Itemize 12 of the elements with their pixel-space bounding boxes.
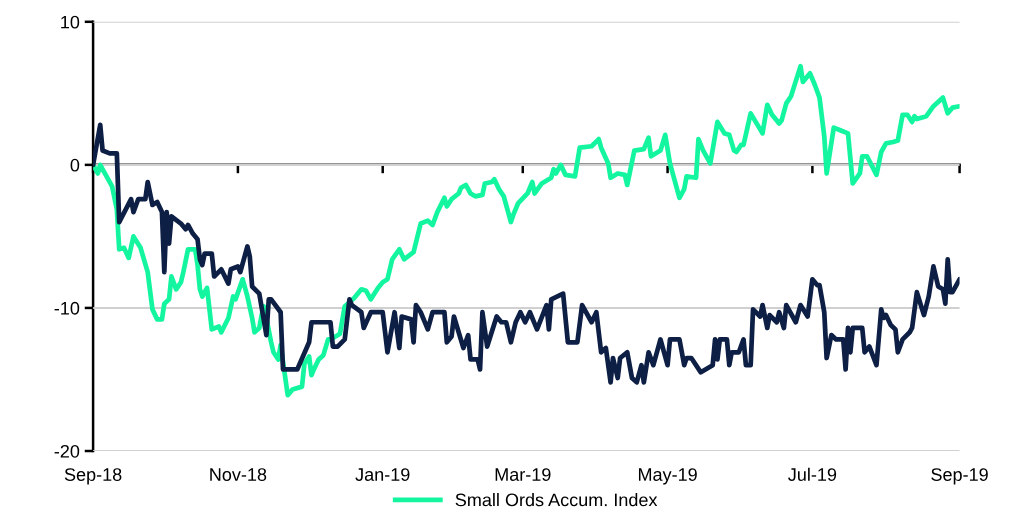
x-tick-label: Sep-19 (931, 468, 988, 485)
y-tick-label: 0 (70, 158, 80, 172)
x-tick-label: Nov-18 (210, 468, 267, 481)
x-tick-label: Sep-18 (64, 468, 122, 485)
x-tick-label: Jan-19 (355, 468, 410, 481)
x-tick-label: May-19 (638, 468, 697, 485)
x-tick-label: Jul-19 (788, 467, 837, 481)
y-tick-label: 10 (61, 15, 80, 29)
x-tick-label: Mar-19 (495, 468, 551, 481)
y-tick-label: -20 (54, 444, 80, 458)
y-tick-label: -10 (54, 301, 80, 315)
legend-label: Small Ords Accum. Index (455, 493, 658, 507)
